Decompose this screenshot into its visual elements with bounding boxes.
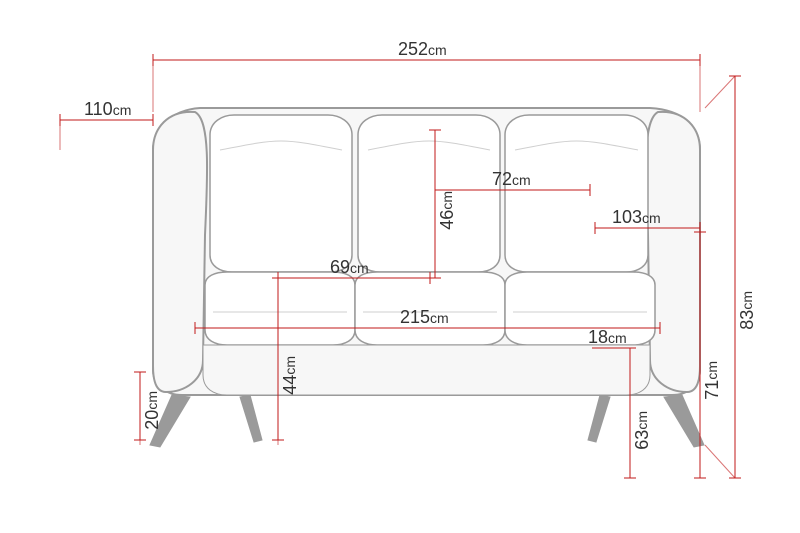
dim-label-arm_inner: 103cm	[612, 208, 661, 226]
dim-label-depth_top: 110cm	[84, 100, 131, 118]
dim-label-total_h: 83cm	[738, 291, 756, 330]
seat-cushion-1	[205, 272, 355, 345]
sofa-dimension-diagram	[0, 0, 800, 533]
leg-right-front	[664, 395, 704, 447]
dim-label-cushion_thk: 18cm	[588, 328, 627, 346]
ext-4	[705, 76, 735, 108]
dim-label-seat_width: 215cm	[400, 308, 449, 326]
back-cushion-2	[358, 115, 500, 272]
dim-label-arm_front_h: 63cm	[633, 411, 651, 450]
dim-label-leg_h: 20cm	[143, 391, 161, 430]
armrest-left	[153, 112, 207, 392]
dim-label-back_h: 46cm	[438, 191, 456, 230]
leg-left-back	[240, 395, 262, 442]
ext-5	[705, 445, 735, 478]
seat-cushion-3	[505, 272, 655, 345]
dim-label-back_cushion_w: 72cm	[492, 170, 531, 188]
back-cushion-3	[505, 115, 648, 272]
diagram-stage: 252cm 110cm 72cm 69cm 215cm 103cm 18cm 46cm 44cm…	[0, 0, 800, 533]
back-cushion-1	[210, 115, 352, 272]
dim-label-seat_h: 44cm	[281, 356, 299, 395]
dim-label-width_top: 252cm	[398, 40, 447, 58]
dim-label-seat_cushion_d: 69cm	[330, 258, 369, 276]
armrest-right	[646, 112, 700, 392]
sofa-base-rail	[203, 345, 650, 395]
dim-label-arm_h: 71cm	[703, 361, 721, 400]
leg-right-back	[588, 395, 610, 442]
